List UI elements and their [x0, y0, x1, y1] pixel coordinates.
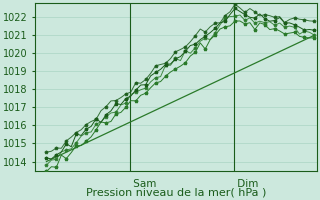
- Text: Dim: Dim: [234, 179, 258, 189]
- X-axis label: Pression niveau de la mer( hPa ): Pression niveau de la mer( hPa ): [86, 187, 266, 197]
- Text: Sam: Sam: [130, 179, 156, 189]
